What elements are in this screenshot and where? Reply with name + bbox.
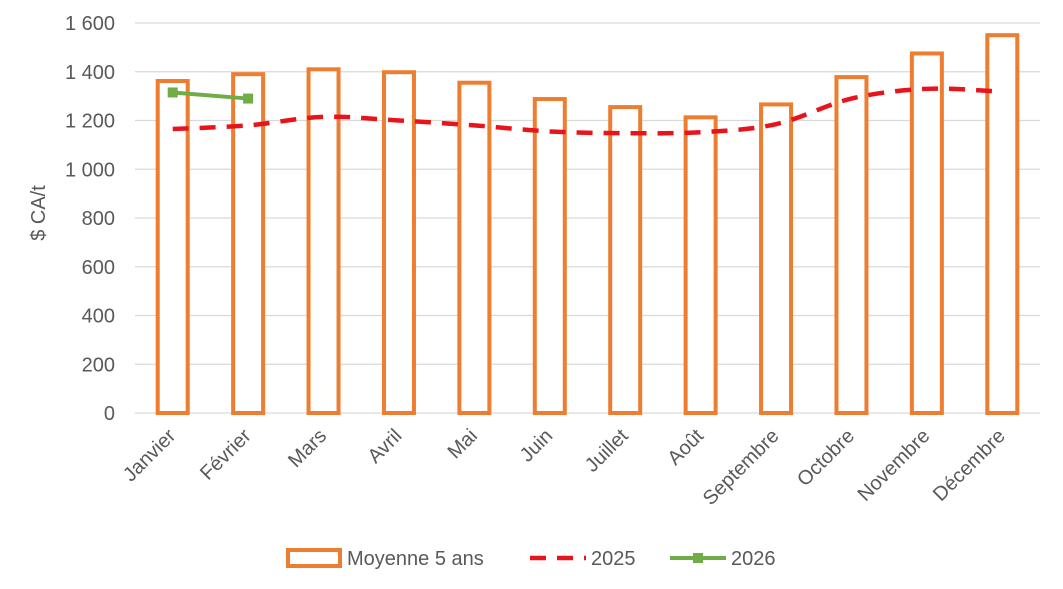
y-axis-title: $ CA/t (28, 185, 50, 241)
x-tick-label: Décembre (929, 425, 1010, 506)
y-tick-label: 1 000 (65, 159, 115, 181)
bar (532, 97, 567, 416)
bar (155, 79, 190, 415)
bar (231, 72, 266, 415)
x-tick-label: Avril (364, 425, 407, 468)
bar (381, 70, 416, 416)
y-tick-label: 1 200 (65, 111, 115, 133)
gridlines (135, 22, 1040, 414)
x-tick-labels: Janvier Février Mars Avril Mai Juin Juillet Aoû… (119, 425, 1010, 510)
x-tick-label: Mai (444, 425, 482, 463)
bar (683, 115, 718, 416)
point-2026 (167, 87, 178, 98)
legend-marker-2026 (693, 553, 703, 563)
legend-swatch-moyenne (286, 548, 342, 568)
y-tick-label: 200 (82, 354, 115, 376)
y-tick-label: 0 (104, 403, 115, 425)
x-tick-label: Février (196, 425, 256, 485)
x-tick-label: Octobre (793, 425, 859, 491)
x-tick-label: Juillet (581, 425, 633, 477)
bars-moyenne-5-ans (155, 33, 1020, 416)
y-tick-label: 1 400 (65, 62, 115, 84)
bar (759, 102, 794, 415)
y-tick-labels: 0 200 400 600 800 1 000 1 200 1 400 1 600 (65, 13, 115, 425)
legend-label-moyenne: Moyenne 5 ans (347, 548, 484, 570)
y-tick-label: 600 (82, 257, 115, 279)
x-tick-label: Novembre (854, 425, 935, 506)
bar (457, 80, 492, 415)
x-tick-label: Mars (284, 425, 331, 472)
x-tick-label: Janvier (119, 425, 180, 486)
bar (834, 75, 869, 416)
legend-label-2026: 2026 (731, 548, 776, 570)
bar (608, 105, 643, 415)
x-tick-label: Juin (516, 425, 558, 467)
line-2025 (172, 86, 1003, 136)
legend-label-2025: 2025 (591, 548, 636, 570)
y-tick-label: 800 (82, 208, 115, 230)
point-2026 (243, 93, 254, 104)
bar (306, 67, 341, 415)
x-tick-label: Septembre (699, 425, 784, 510)
y-tick-label: 400 (82, 306, 115, 328)
x-tick-label: Août (664, 425, 709, 470)
series-lines (167, 86, 1003, 136)
legend: Moyenne 5 ans 2025 2026 (286, 548, 776, 570)
y-tick-label: 1 600 (65, 13, 115, 35)
bar (985, 33, 1020, 415)
bar (909, 51, 944, 415)
line-2026 (172, 90, 249, 101)
